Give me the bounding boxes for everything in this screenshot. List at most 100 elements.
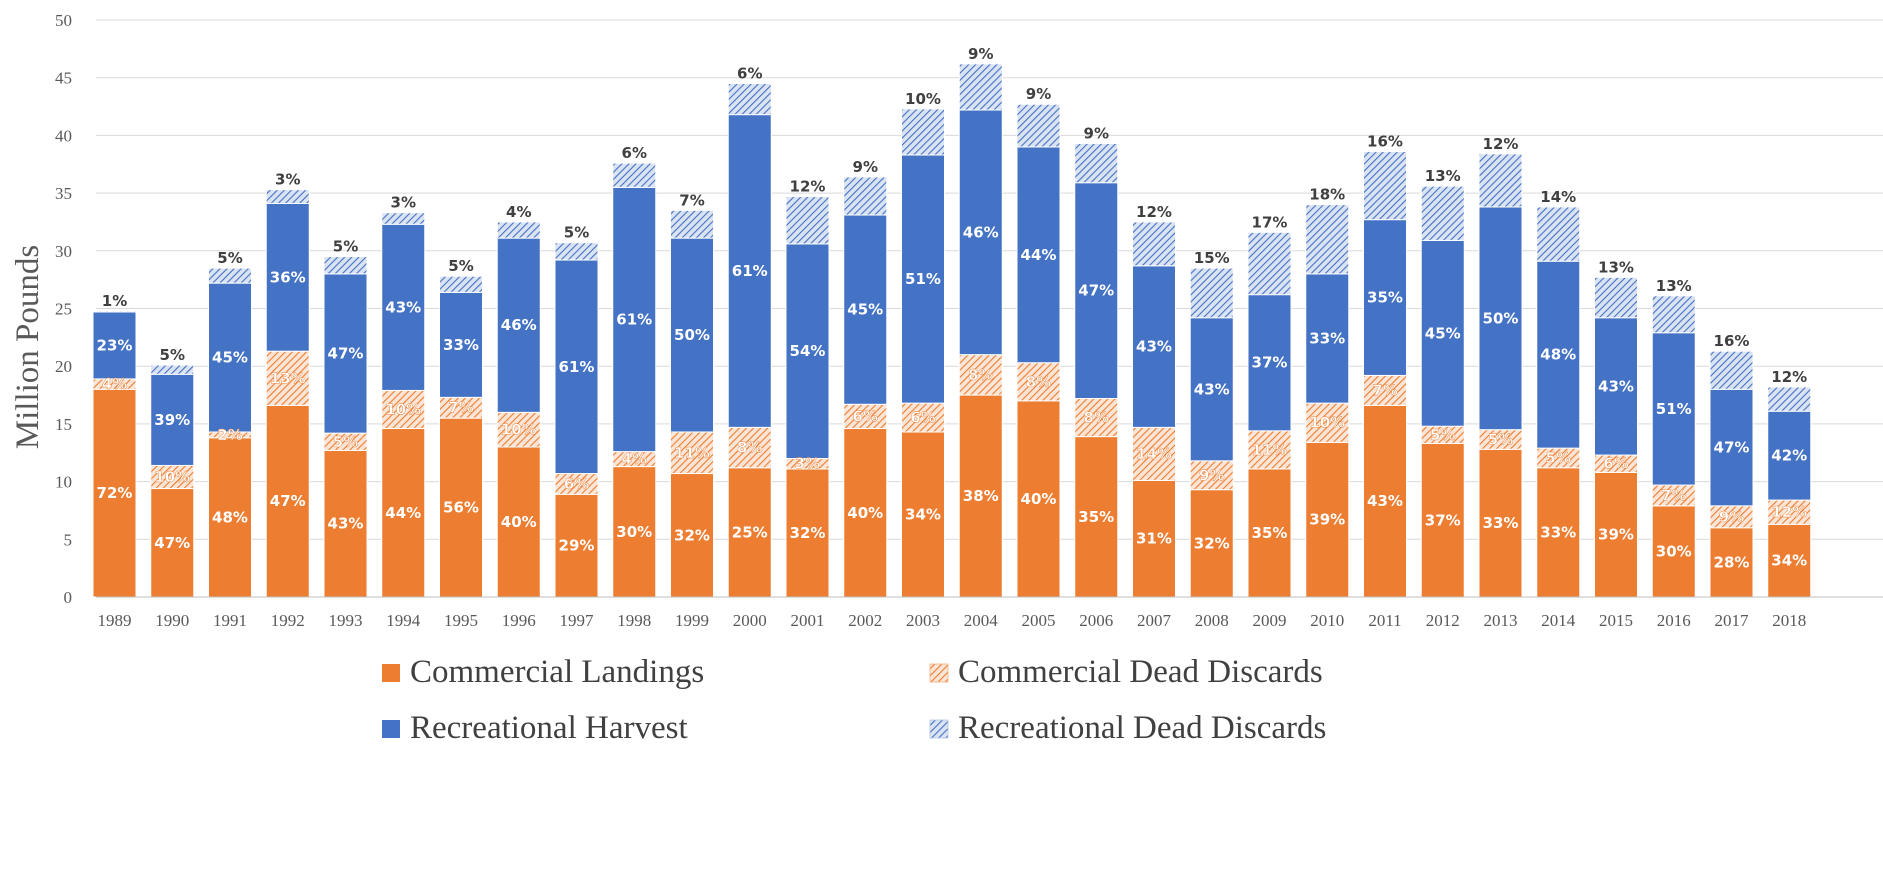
x-tick-label: 2000 (733, 611, 767, 630)
bar-recreational-dead-discards (785, 196, 830, 245)
x-tick-label: 1999 (675, 611, 709, 630)
bar-recreational-harvest (785, 243, 830, 460)
bar-recreational-dead-discards (1363, 151, 1407, 221)
bar-commercial-landings (670, 473, 714, 598)
legend-swatch (929, 719, 949, 739)
data-label: 33% (1309, 330, 1345, 348)
bar-recreational-dead-discards (1074, 142, 1119, 184)
data-label: 43% (1194, 380, 1230, 398)
data-label: 40% (501, 513, 537, 531)
x-tick-label: 2017 (1715, 611, 1750, 630)
x-tick-label: 2004 (964, 611, 999, 630)
data-label: 2% (217, 426, 242, 444)
y-tick-label: 50 (55, 11, 72, 30)
y-tick-label: 5 (64, 530, 73, 549)
data-label: 34% (905, 505, 941, 523)
bar-recreational-dead-discards (92, 310, 137, 313)
legend: Commercial Landings Commercial Dead Disca… (382, 654, 1326, 746)
data-label: 61% (616, 310, 652, 328)
bar-commercial-landings (439, 417, 483, 598)
data-label: 9% (968, 45, 993, 63)
axes: 0 5 10 15 20 25 30 35 40 45 50 1989 1990 1991 1992 1993… (55, 11, 1883, 630)
data-label: 11% (1252, 441, 1288, 459)
bar-recreational-dead-discards (1478, 153, 1523, 208)
bar-recreational-dead-discards (1767, 386, 1812, 412)
data-label: 44% (385, 504, 421, 522)
data-label: 6% (564, 475, 589, 493)
bar-commercial-landings (554, 493, 599, 598)
bar-recreational-harvest (150, 373, 195, 466)
x-tick-label: 2018 (1772, 611, 1806, 630)
bar-commercial-landings (323, 449, 368, 598)
data-label: 35% (1252, 524, 1288, 542)
x-tick-label: 1995 (444, 611, 478, 630)
data-label: 9% (1719, 508, 1744, 526)
bar-commercial-landings (843, 428, 888, 598)
data-label: 5% (333, 238, 358, 256)
legend-label: Recreational Harvest (410, 710, 688, 746)
data-label: 47% (154, 534, 190, 552)
data-label: 45% (212, 349, 248, 367)
x-tick-label: 2002 (848, 611, 882, 630)
data-label: 5% (1546, 449, 1571, 467)
bar-recreational-harvest (958, 109, 1003, 356)
bar-recreational-harvest (1594, 317, 1638, 456)
bar-recreational-harvest (1016, 146, 1061, 364)
bar-recreational-dead-discards (612, 162, 657, 188)
bar-recreational-dead-discards (265, 189, 310, 204)
data-label: 6% (622, 144, 647, 162)
legend-label: Recreational Dead Discards (958, 710, 1326, 746)
bar-recreational-dead-discards (1016, 103, 1061, 148)
data-label: 16% (1714, 332, 1750, 350)
bar-commercial-landings (958, 394, 1003, 598)
data-label: 46% (501, 316, 537, 334)
data-label: 5% (564, 224, 589, 242)
bar-recreational-harvest (1478, 206, 1523, 431)
bar-recreational-dead-discards (1132, 221, 1176, 267)
data-label: 5% (333, 433, 358, 451)
data-label: 13% (270, 369, 306, 387)
y-tick-label: 0 (64, 588, 73, 607)
data-label: 4% (102, 375, 127, 393)
data-label: 12% (1771, 503, 1807, 521)
data-label: 44% (1021, 246, 1057, 264)
data-label: 12% (1483, 135, 1519, 153)
bar-commercial-dead-discards (901, 402, 945, 433)
bar-recreational-harvest (901, 154, 945, 404)
data-label: 4% (622, 450, 647, 468)
x-tick-label: 2005 (1022, 611, 1056, 630)
bar-commercial-dead-discards (1189, 460, 1234, 491)
data-label: 8% (1084, 409, 1109, 427)
bar-recreational-harvest (208, 282, 252, 433)
bar-recreational-dead-discards (381, 212, 426, 225)
data-label: 39% (154, 411, 190, 429)
bar-recreational-dead-discards (1536, 206, 1581, 262)
bar-recreational-dead-discards (1594, 276, 1638, 319)
bar-commercial-landings (1709, 527, 1754, 598)
y-tick-label: 10 (55, 473, 72, 492)
x-tick-label: 2003 (906, 611, 940, 630)
bar-commercial-dead-discards (958, 354, 1003, 396)
bar-commercial-landings (1189, 489, 1234, 598)
x-tick-label: 1989 (98, 611, 132, 630)
data-label: 12% (1136, 203, 1172, 221)
data-label: 37% (1425, 511, 1461, 529)
data-label: 61% (559, 358, 595, 376)
bar-recreational-harvest (612, 186, 657, 453)
legend-swatch (929, 663, 949, 683)
x-tick-label: 1992 (271, 611, 305, 630)
data-label: 3% (275, 171, 300, 189)
bar-commercial-landings (208, 437, 252, 598)
data-label: 13% (1656, 277, 1692, 295)
data-label: 11% (674, 444, 710, 462)
data-label: 7% (1372, 381, 1397, 399)
data-label: 25% (732, 523, 768, 541)
data-label: 8% (968, 366, 993, 384)
data-label: 45% (1425, 324, 1461, 342)
bar-commercial-landings (1305, 441, 1350, 598)
data-label: 6% (737, 64, 762, 82)
data-label: 5% (1430, 426, 1455, 444)
data-label: 4% (506, 203, 531, 221)
